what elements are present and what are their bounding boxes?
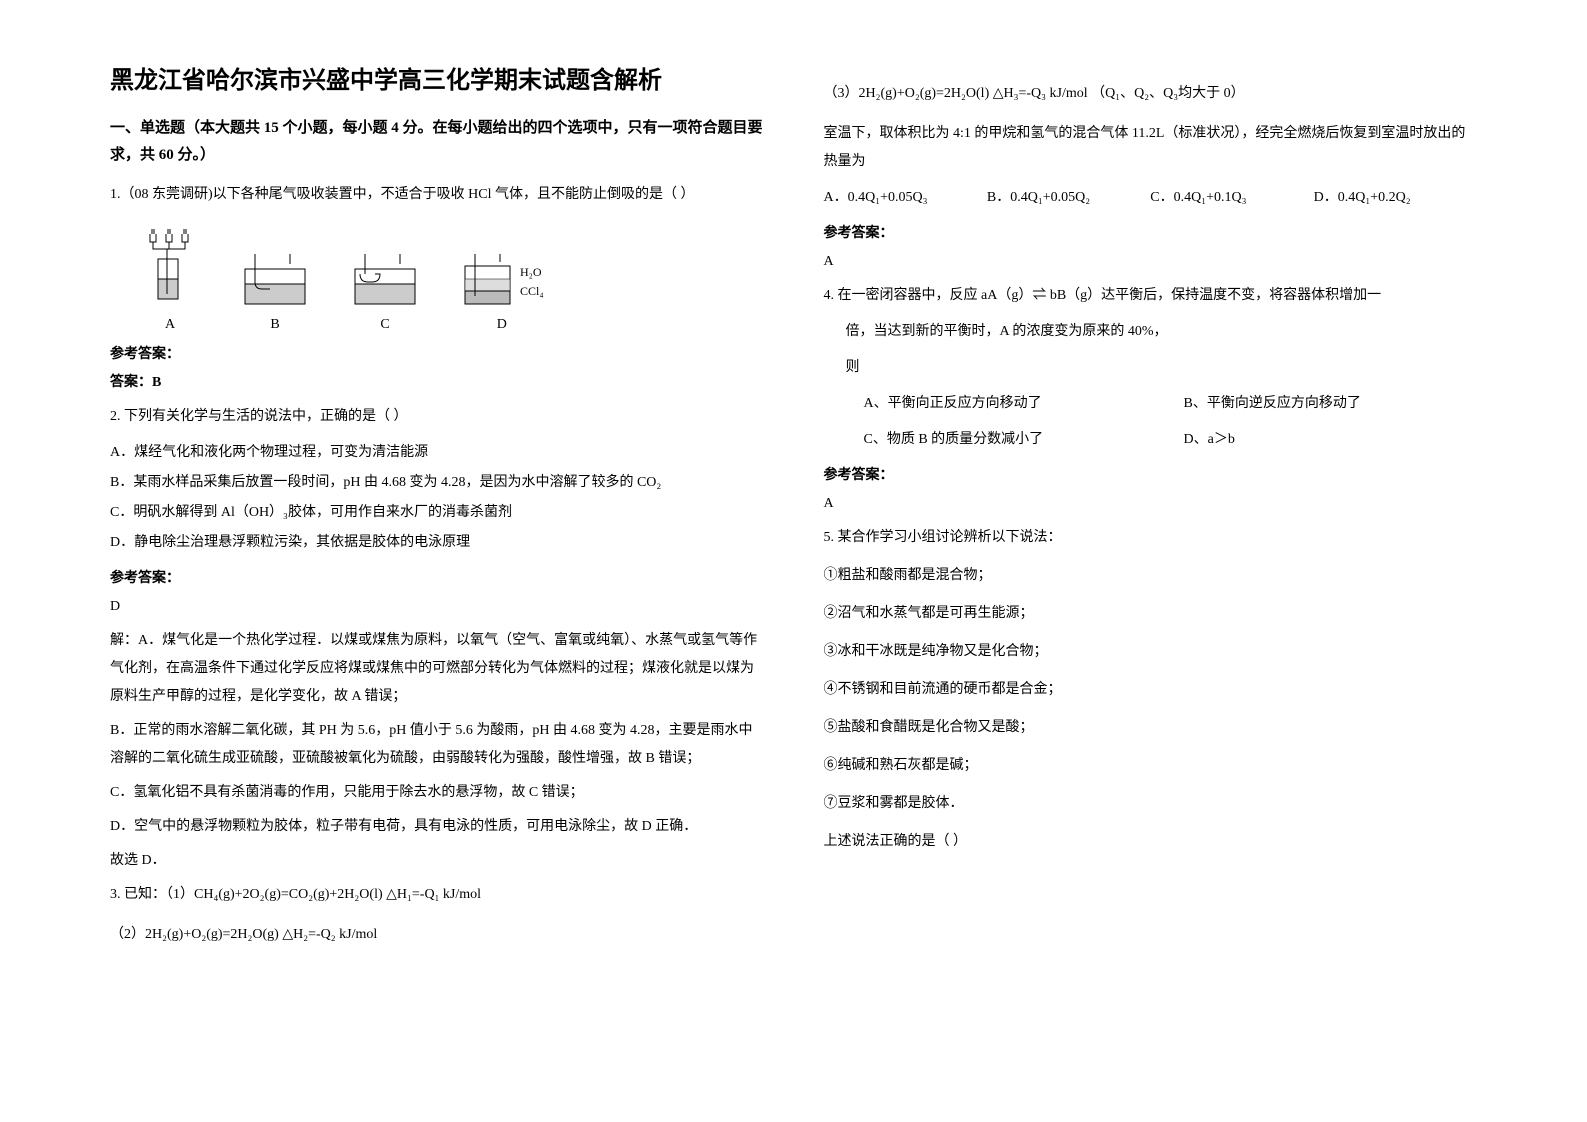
q4-option-c: C、物质 B 的质量分数减小了 (864, 426, 1184, 454)
question-3-text: 3. 已知：（1）CH₄(g)+2O₂(g)=CO₂(g)+2H₂O(l) △H… (110, 881, 764, 909)
q5-s7: ⑦豆浆和雾都是胶体． (824, 790, 1478, 818)
answer-label-4: 参考答案： (824, 464, 1478, 484)
q2-exp-2: B．正常的雨水溶解二氧化碳，其 PH 为 5.6，pH 值小于 5.6 为酸雨，… (110, 717, 764, 773)
diagram-label-d: D (497, 317, 507, 333)
question-2-text: 2. 下列有关化学与生活的说法中，正确的是（ ） (110, 403, 764, 431)
q5-s6: ⑥纯碱和熟石灰都是碱； (824, 752, 1478, 780)
q3-option-a: A．0.4Q₁+0.05Q₃ (824, 184, 987, 212)
question-3-eq3: （3）2H₂(g)+O₂(g)=2H₂O(l) △H₃=-Q₃ kJ/mol （… (824, 80, 1478, 108)
diagram-b: B (240, 254, 310, 333)
q4-option-d: D、a＞b (1184, 426, 1235, 454)
q4-answer: A (824, 490, 1478, 518)
diagram-label-b: B (270, 317, 279, 333)
question-4-line3: 则 (846, 354, 1478, 382)
q5-s4: ④不锈钢和目前流通的硬币都是合金； (824, 676, 1478, 704)
q1-answer: 答案：B (110, 369, 764, 397)
q3-answer: A (824, 248, 1478, 276)
diagram-label-a: A (165, 317, 175, 333)
q4-options-row2: C、物质 B 的质量分数减小了 D、a＞b (864, 426, 1478, 454)
q2-exp-3: C．氢氧化铝不具有杀菌消毒的作用，只能用于除去水的悬浮物，故 C 错误； (110, 779, 764, 807)
q5-s3: ③冰和干冰既是纯净物又是化合物； (824, 638, 1478, 666)
q5-s2: ②沼气和水蒸气都是可再生能源； (824, 600, 1478, 628)
apparatus-c-icon (350, 254, 420, 309)
left-column: 黑龙江省哈尔滨市兴盛中学高三化学期末试题含解析 一、单选题（本大题共 15 个小… (80, 60, 794, 1062)
q5-tail: 上述说法正确的是（ ） (824, 828, 1478, 856)
q5-s5: ⑤盐酸和食醋既是化合物又是酸； (824, 714, 1478, 742)
question-4-line1: 4. 在一密闭容器中，反应 aA（g）⇌ bB（g）达平衡后，保持温度不变，将容… (824, 282, 1478, 310)
q2-option-d: D．静电除尘治理悬浮颗粒污染，其依据是胶体的电泳原理 (110, 529, 764, 557)
q4-options-row1: A、平衡向正反应方向移动了 B、平衡向逆反应方向移动了 (864, 390, 1478, 418)
diagram-label-c: C (380, 317, 389, 333)
document-title: 黑龙江省哈尔滨市兴盛中学高三化学期末试题含解析 (110, 60, 764, 95)
apparatus-b-icon (240, 254, 310, 309)
q2-option-c: C．明矾水解得到 Al（OH）₃胶体，可用作自来水厂的消毒杀菌剂 (110, 499, 764, 527)
q2-exp-5: 故选 D． (110, 847, 764, 875)
question-5-text: 5. 某合作学习小组讨论辨析以下说法： (824, 524, 1478, 552)
answer-label-3: 参考答案： (824, 222, 1478, 242)
q2-exp-1: 解：A．煤气化是一个热化学过程．以煤或煤焦为原料，以氧气（空气、富氧或纯氧）、水… (110, 627, 764, 711)
question-4-line2: 倍，当达到新的平衡时，A 的浓度变为原来的 40%， (846, 318, 1478, 346)
question-1-text: 1.（08 东莞调研)以下各种尾气吸收装置中，不适合于吸收 HCl 气体，且不能… (110, 181, 764, 209)
q4-option-b: B、平衡向逆反应方向移动了 (1184, 390, 1361, 418)
section-header: 一、单选题（本大题共 15 个小题，每小题 4 分。在每小题给出的四个选项中，只… (110, 115, 764, 169)
apparatus-d-icon (460, 254, 515, 309)
answer-label-2: 参考答案： (110, 567, 764, 587)
answer-label-1: 参考答案： (110, 343, 764, 363)
q2-exp-4: D．空气中的悬浮物颗粒为胶体，粒子带有电荷，具有电泳的性质，可用电泳除尘，故 D… (110, 813, 764, 841)
diagram-row: A B C (140, 224, 764, 333)
diagram-d: H₂O CCl₄ D (460, 254, 544, 333)
q3-options-row: A．0.4Q₁+0.05Q₃ B．0.4Q₁+0.05Q₂ C．0.4Q₁+0.… (824, 184, 1478, 212)
q3-option-c: C．0.4Q₁+0.1Q₃ (1150, 184, 1313, 212)
question-3-eq2: （2）2H₂(g)+O₂(g)=2H₂O(g) △H₂=-Q₂ kJ/mol (110, 921, 764, 949)
q2-answer-letter: D (110, 593, 764, 621)
q5-s1: ①粗盐和酸雨都是混合物； (824, 562, 1478, 590)
h2o-label: H₂O (520, 265, 544, 280)
question-3-context: 室温下，取体积比为 4:1 的甲烷和氢气的混合气体 11.2L（标准状况），经完… (824, 120, 1478, 176)
q2-option-b: B．某雨水样品采集后放置一段时间，pH 由 4.68 变为 4.28，是因为水中… (110, 469, 764, 497)
q3-option-b: B．0.4Q₁+0.05Q₂ (987, 184, 1150, 212)
diagram-c: C (350, 254, 420, 333)
apparatus-a-icon (140, 224, 200, 309)
diagram-a: A (140, 224, 200, 333)
q3-option-d: D．0.4Q₁+0.2Q₂ (1314, 184, 1477, 212)
q2-option-a: A．煤经气化和液化两个物理过程，可变为清洁能源 (110, 439, 764, 467)
ccl4-label: CCl₄ (520, 284, 544, 299)
q4-option-a: A、平衡向正反应方向移动了 (864, 390, 1184, 418)
right-column: （3）2H₂(g)+O₂(g)=2H₂O(l) △H₃=-Q₃ kJ/mol （… (794, 60, 1508, 1062)
